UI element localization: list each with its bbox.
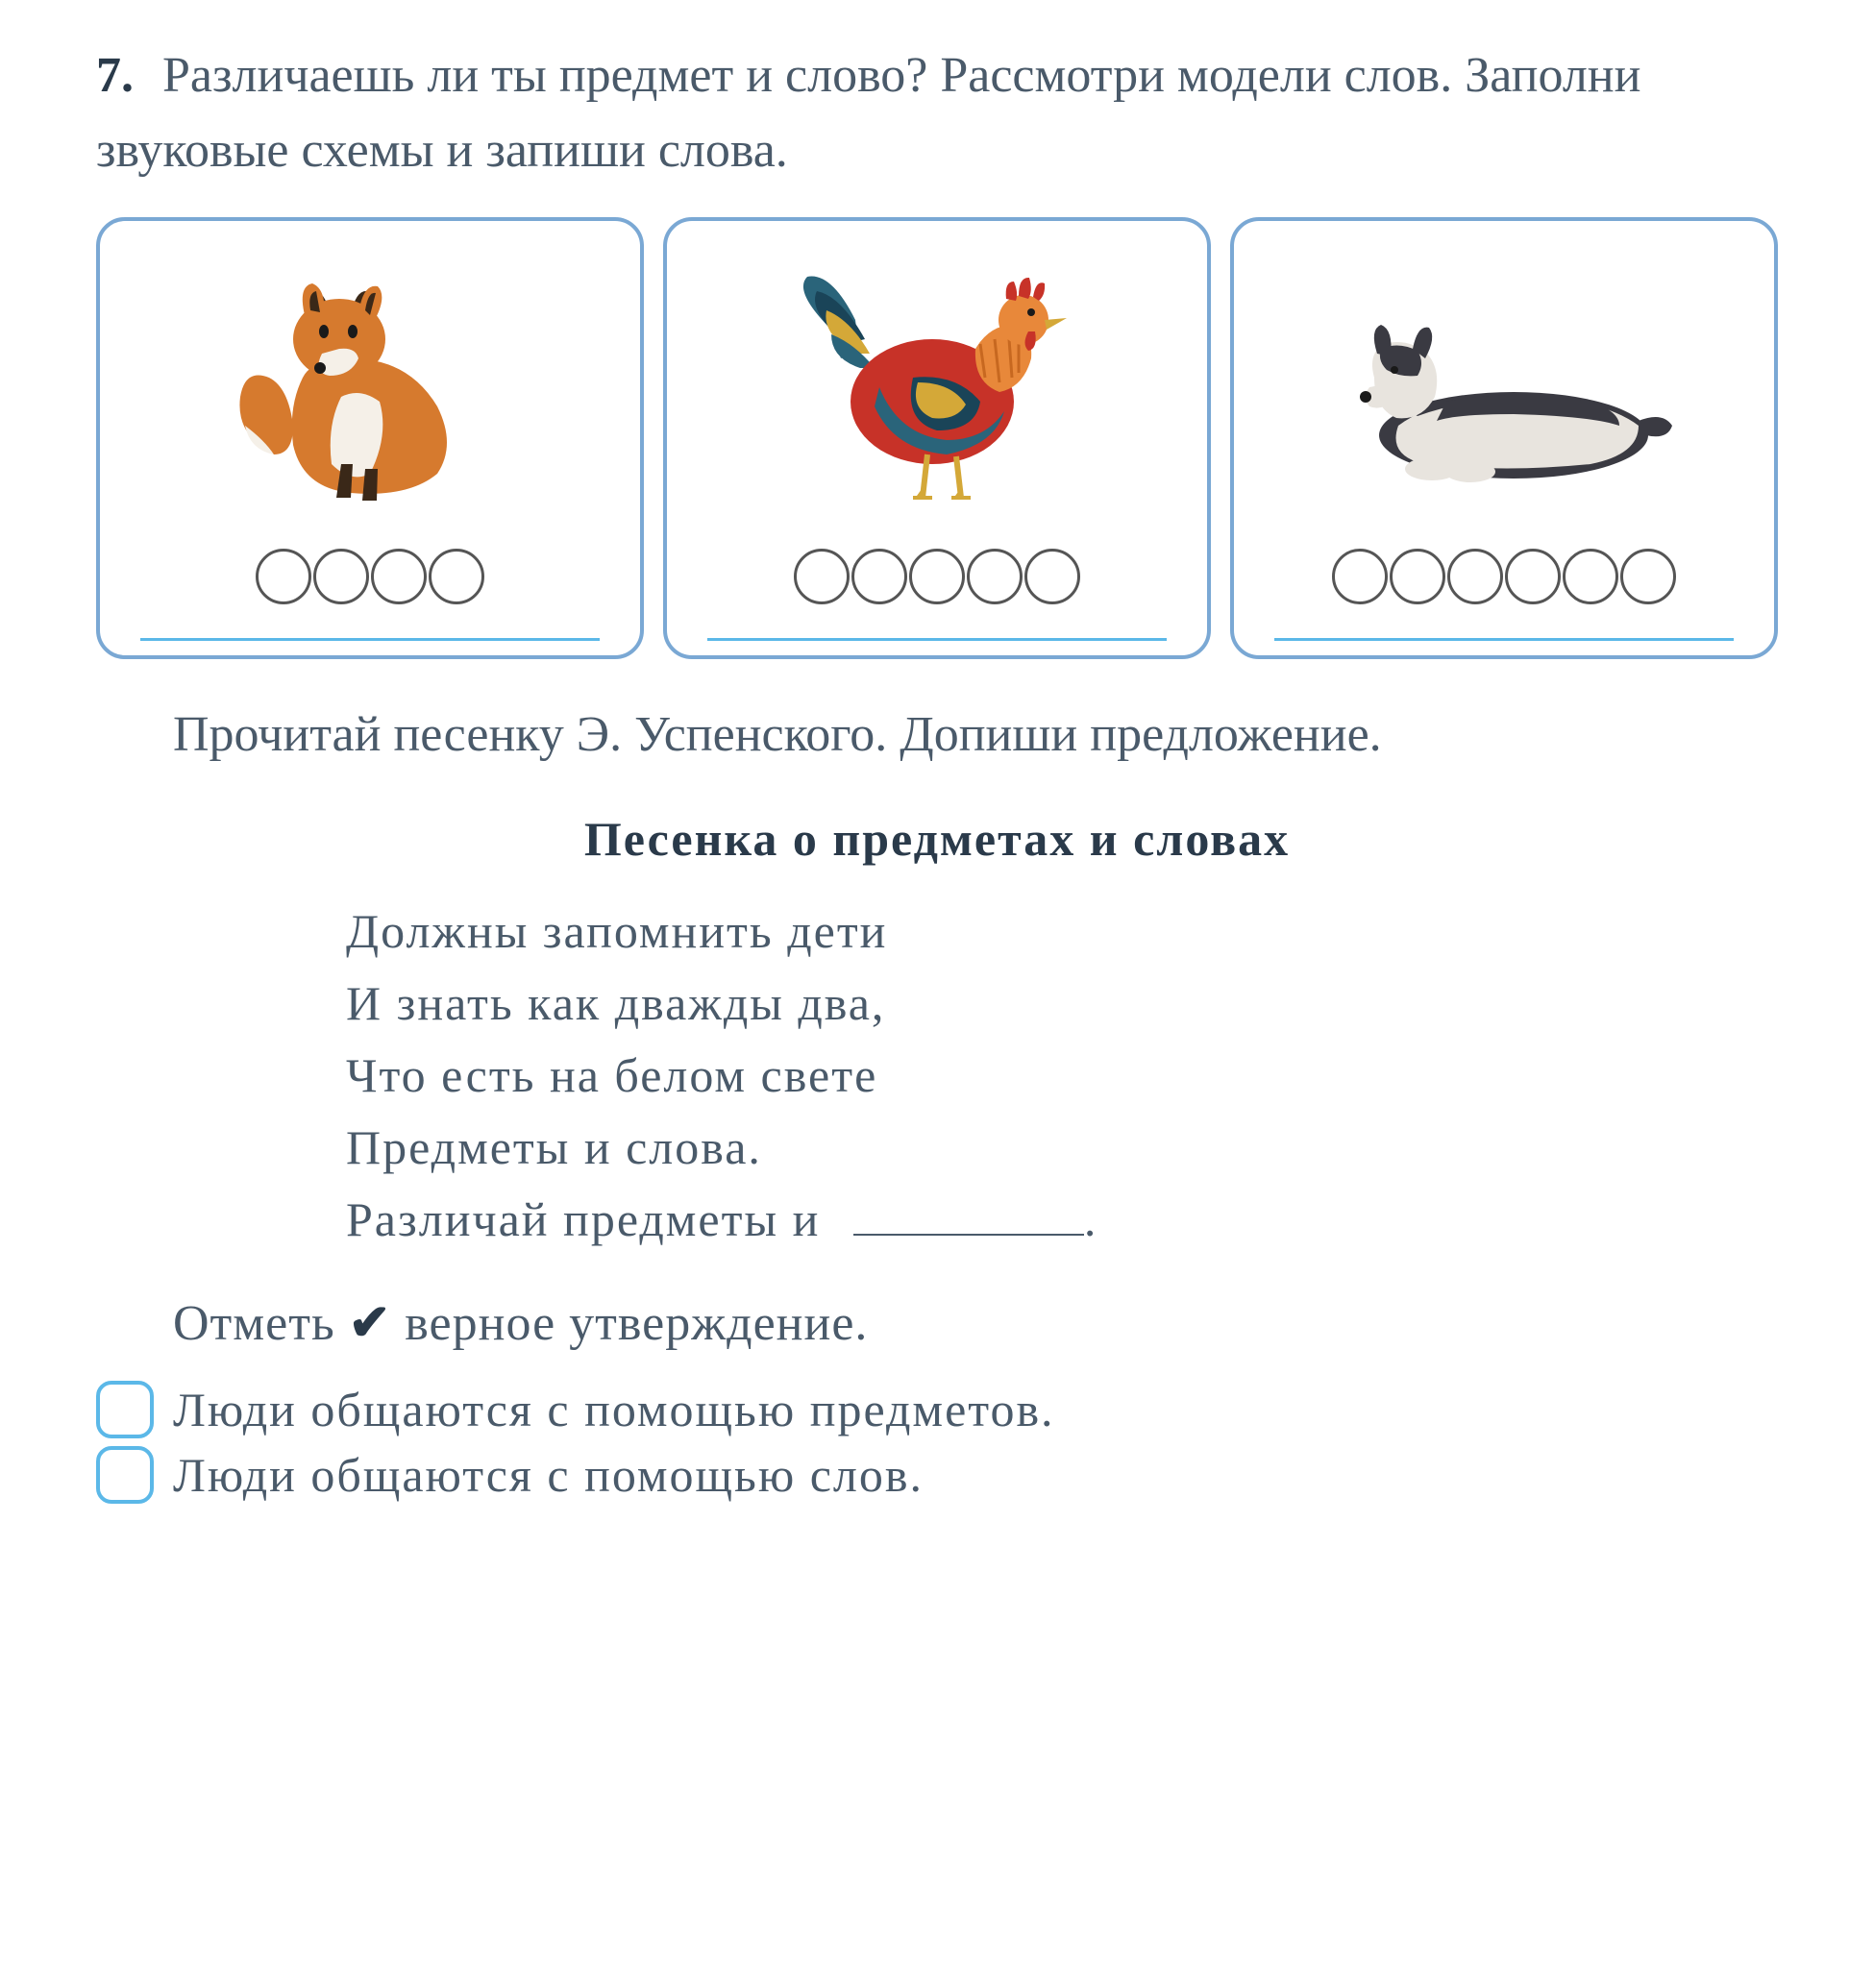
exercise-prompt: 7.Различаешь ли ты предмет и слово? Расс… — [96, 38, 1778, 188]
sound-circle[interactable] — [1563, 549, 1618, 604]
fox-icon — [216, 262, 524, 512]
song-line-3: Что есть на белом свете — [346, 1040, 1778, 1112]
statement-text-1: Люди общаются с помощью предметов. — [173, 1382, 1055, 1437]
checkmark-icon: ✔ — [349, 1296, 392, 1351]
song-line-1: Должны запомнить дети — [346, 896, 1778, 968]
statement-row-2: Люди общаются с помощью слов. — [96, 1446, 1778, 1504]
page-content: 7.Различаешь ли ты предмет и слово? Расс… — [96, 38, 1778, 1504]
sound-circle[interactable] — [256, 549, 311, 604]
rooster-image — [681, 240, 1193, 534]
sound-circle[interactable] — [909, 549, 965, 604]
fox-write-line[interactable] — [140, 638, 601, 641]
dog-icon — [1321, 282, 1687, 493]
animal-cards-row — [96, 217, 1778, 659]
sound-circle[interactable] — [1332, 549, 1388, 604]
fill-blank[interactable] — [853, 1234, 1084, 1236]
sound-circle[interactable] — [1447, 549, 1503, 604]
song-fill-line: Различай предметы и . — [346, 1184, 1778, 1256]
sound-circle[interactable] — [1390, 549, 1445, 604]
sound-circle[interactable] — [1505, 549, 1561, 604]
sound-circle[interactable] — [794, 549, 850, 604]
card-dog — [1230, 217, 1778, 659]
song-line-4: Предметы и слова. — [346, 1112, 1778, 1184]
rooster-icon — [764, 253, 1110, 522]
statement-row-1: Люди общаются с помощью предметов. — [96, 1381, 1778, 1438]
checkbox-2[interactable] — [96, 1446, 154, 1504]
exercise-prompt-text: Различаешь ли ты предмет и слово? Рассмо… — [96, 48, 1640, 178]
sound-circle[interactable] — [429, 549, 484, 604]
dog-circles[interactable] — [1332, 549, 1676, 604]
fox-circles[interactable] — [256, 549, 484, 604]
sound-circle[interactable] — [851, 549, 907, 604]
song-title: Песенка о предметах и словах — [96, 811, 1778, 867]
card-fox — [96, 217, 644, 659]
dog-write-line[interactable] — [1274, 638, 1735, 641]
dog-image — [1248, 240, 1760, 534]
fox-image — [114, 240, 626, 534]
rooster-write-line[interactable] — [707, 638, 1168, 641]
fill-prefix: Различай предметы и — [346, 1192, 820, 1246]
song-body: Должны запомнить дети И знать как дважды… — [346, 896, 1778, 1256]
checkbox-1[interactable] — [96, 1381, 154, 1438]
intro-prefix: Отметь — [173, 1296, 335, 1351]
intro-suffix: верное утверждение. — [405, 1296, 868, 1351]
exercise-number: 7. — [96, 48, 134, 103]
sound-circle[interactable] — [1024, 549, 1080, 604]
card-rooster — [663, 217, 1211, 659]
rooster-circles[interactable] — [794, 549, 1080, 604]
sound-circle[interactable] — [371, 549, 427, 604]
statement-intro: Отметь ✔ верное утверждение. — [96, 1294, 1778, 1352]
song-line-2: И знать как дважды два, — [346, 968, 1778, 1040]
sound-circle[interactable] — [967, 549, 1023, 604]
fill-suffix: . — [1084, 1192, 1098, 1246]
song-intro: Прочитай песенку Э. Успенского. Допиши п… — [96, 698, 1778, 773]
statement-text-2: Люди общаются с помощью слов. — [173, 1447, 924, 1503]
sound-circle[interactable] — [1620, 549, 1676, 604]
sound-circle[interactable] — [313, 549, 369, 604]
